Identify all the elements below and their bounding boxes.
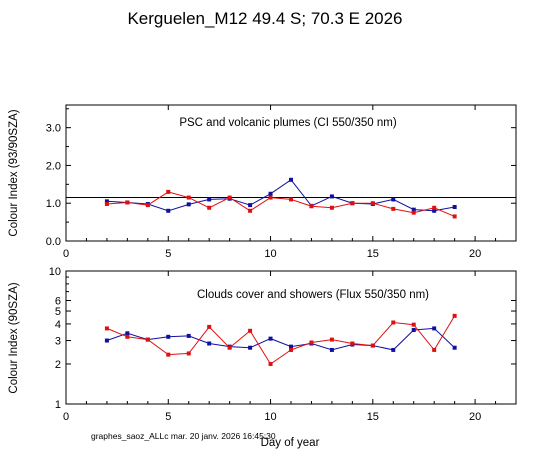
data-point-red-clouds [227, 345, 232, 350]
data-point-red-psc [411, 210, 416, 215]
data-point-red-psc [452, 214, 457, 219]
data-point-red-psc [207, 205, 212, 210]
x-tick-label-clouds: 10 [264, 411, 276, 423]
panel-psc: 0 5 10 15 20 0.0 1.0 2.0 3.0 PSC and volcanic plu… [8, 104, 517, 260]
data-point-red-clouds [411, 322, 416, 327]
data-point-red-psc [166, 189, 171, 194]
data-point-red-clouds [350, 341, 355, 346]
data-point-red-clouds [268, 361, 273, 366]
data-point-blue-clouds [207, 341, 212, 346]
data-point-red-psc [329, 205, 334, 210]
y-tick-label-clouds: 10 [49, 266, 61, 278]
data-point-red-psc [145, 203, 150, 208]
y-tick-label-clouds: 6 [55, 296, 61, 308]
data-point-blue-psc [268, 191, 273, 196]
data-point-blue-clouds [166, 334, 171, 339]
data-point-red-clouds [391, 320, 396, 325]
data-point-blue-clouds [268, 336, 273, 341]
x-tick-label-psc: 0 [63, 248, 69, 260]
data-point-blue-psc [166, 208, 171, 213]
x-tick-label-psc: 15 [367, 248, 379, 260]
y-tick-label-psc: 3.0 [46, 123, 61, 135]
data-point-blue-psc [391, 197, 396, 202]
data-point-blue-clouds [104, 338, 109, 343]
data-point-blue-psc [248, 203, 253, 208]
data-point-red-clouds [452, 313, 457, 318]
series-line-blue-clouds [106, 327, 455, 351]
data-point-red-psc [289, 197, 293, 202]
footer-text: graphes_saoz_ALLc mar. 20 janv. 2026 16:… [91, 431, 276, 441]
data-point-blue-psc [289, 177, 293, 182]
data-point-blue-psc [432, 208, 437, 213]
data-point-red-clouds [248, 328, 253, 333]
data-point-red-clouds [289, 347, 293, 352]
series-line-red-psc [106, 191, 455, 217]
panel-annotation-psc: PSC and volcanic plumes (CI 550/350 nm) [179, 117, 396, 129]
data-point-red-clouds [166, 352, 171, 357]
data-point-blue-clouds [452, 345, 457, 350]
x-tick-label-clouds: 5 [165, 411, 171, 423]
data-point-red-clouds [145, 337, 150, 342]
data-point-red-psc [309, 204, 314, 209]
y-tick-label-clouds: 4 [55, 319, 61, 331]
data-point-red-clouds [370, 343, 375, 348]
data-point-red-psc [268, 195, 273, 200]
data-point-red-clouds [309, 340, 314, 345]
data-point-red-clouds [125, 334, 130, 339]
data-point-red-clouds [329, 337, 334, 342]
y-tick-label-clouds: 1 [55, 399, 61, 411]
data-point-blue-clouds [125, 331, 130, 336]
data-point-red-psc [227, 195, 232, 200]
data-point-red-clouds [432, 347, 437, 352]
x-tick-label-psc: 10 [264, 248, 276, 260]
panel-annotation-clouds: Clouds cover and showers (Flux 550/350 n… [197, 289, 429, 301]
data-point-red-psc [104, 201, 109, 206]
data-point-blue-clouds [391, 347, 396, 352]
data-point-blue-psc [104, 199, 109, 204]
y-axis-label-psc: Colour Index (93/90SZA) [8, 109, 20, 236]
data-point-red-psc [391, 206, 396, 211]
figure-title: Kerguelen_M12 49.4 S; 70.3 E 2026 [127, 9, 402, 28]
x-axis-label: Day of year [261, 437, 320, 449]
data-point-blue-psc [186, 202, 191, 207]
series-line-blue-psc [106, 179, 455, 212]
data-point-red-psc [370, 201, 375, 206]
data-point-red-psc [248, 208, 253, 213]
data-point-blue-clouds [432, 326, 437, 331]
data-point-blue-clouds [248, 345, 253, 350]
data-point-blue-clouds [186, 333, 191, 338]
data-point-red-psc [125, 200, 130, 205]
data-point-red-clouds [186, 351, 191, 356]
x-tick-label-psc: 5 [165, 248, 171, 260]
y-tick-label-clouds: 5 [55, 306, 61, 318]
data-point-blue-psc [452, 205, 457, 209]
data-point-blue-psc [329, 194, 334, 199]
data-point-blue-psc [411, 207, 416, 212]
y-tick-label-psc: 0.0 [46, 236, 61, 248]
data-point-blue-clouds [411, 328, 416, 333]
data-point-blue-psc [207, 197, 212, 202]
data-point-red-psc [350, 201, 355, 206]
y-tick-label-psc: 1.0 [46, 198, 61, 210]
data-point-blue-clouds [329, 347, 334, 352]
y-tick-label-clouds: 2 [55, 359, 61, 371]
x-tick-label-psc: 20 [469, 248, 481, 260]
data-point-blue-clouds [289, 344, 293, 349]
data-point-red-clouds [104, 326, 109, 331]
data-point-red-clouds [207, 324, 212, 329]
series-line-red-clouds [106, 315, 456, 365]
data-point-red-psc [186, 195, 191, 200]
y-tick-label-psc: 2.0 [46, 160, 61, 172]
y-tick-label-clouds: 3 [55, 336, 61, 348]
y-axis-label-clouds: Colour Index (90SZA) [8, 282, 20, 393]
x-tick-label-clouds: 20 [469, 411, 481, 423]
data-point-red-psc [432, 205, 437, 210]
x-tick-label-clouds: 0 [63, 411, 69, 423]
x-tick-label-clouds: 15 [367, 411, 379, 423]
